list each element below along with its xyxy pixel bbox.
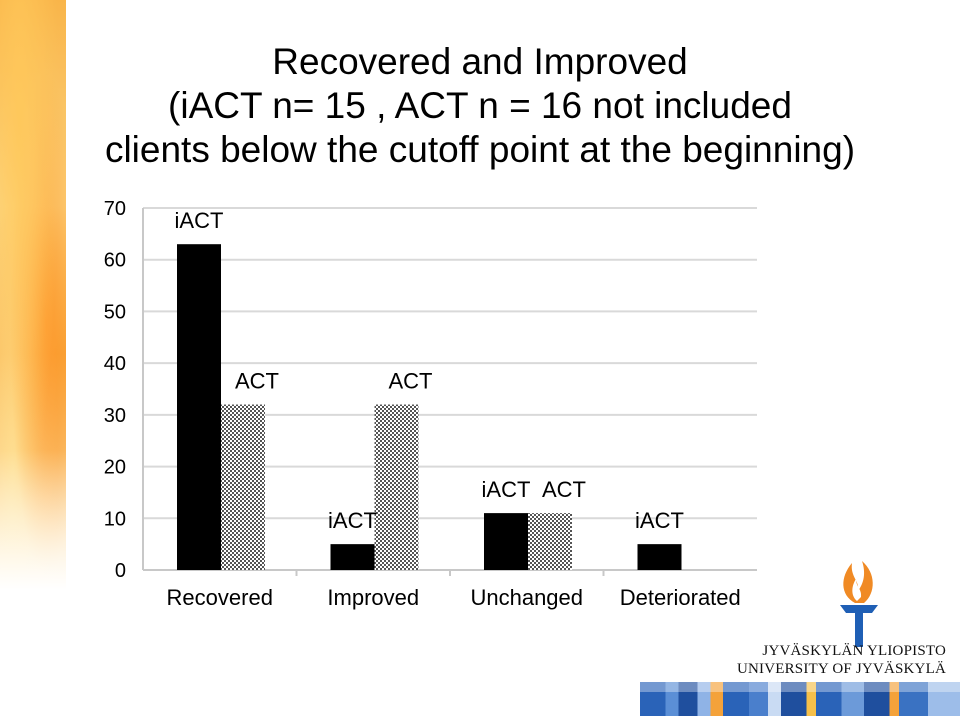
y-tick-label: 0: [115, 560, 126, 582]
y-tick-label: 70: [104, 198, 126, 220]
bar-act-improved: [374, 404, 419, 570]
y-tick-label: 50: [104, 301, 126, 323]
university-logo: JYVÄSKYLÄN YLIOPISTO UNIVERSITY OF JYVÄS…: [737, 555, 960, 716]
y-tick-label: 30: [104, 405, 126, 427]
bars: [177, 244, 682, 570]
bar-iact-deteriorated: [637, 544, 682, 570]
slide-title: Recovered and Improved (iACT n= 15 , ACT…: [80, 40, 880, 172]
logo-line-finnish: JYVÄSKYLÄN YLIOPISTO: [762, 643, 946, 659]
x-axis-ticks: Recovered Improved Unchanged Deteriorated: [167, 585, 741, 610]
bar-label: ACT: [235, 369, 279, 394]
bar-iact-unchanged: [484, 513, 528, 570]
decorative-bottom-bar: [640, 682, 960, 716]
x-tick-label: Deteriorated: [620, 585, 741, 610]
y-tick-label: 60: [104, 250, 126, 272]
y-tick-label: 10: [104, 508, 126, 530]
title-line-3: clients below the cutoff point at the be…: [104, 129, 856, 170]
bar-act-recovered: [221, 404, 265, 570]
torch-icon: [840, 561, 878, 647]
bar-label: iACT: [328, 508, 377, 533]
bar-label: ACT: [389, 369, 433, 394]
logo-line-english: UNIVERSITY OF JYVÄSKYLÄ: [736, 661, 946, 677]
bar-label: ACT: [542, 477, 586, 502]
bar-label: iACT: [482, 477, 531, 502]
bar-iact-improved: [330, 544, 375, 570]
title-line-2: (iACT n= 15 , ACT n = 16 not included: [168, 85, 792, 126]
y-tick-label: 20: [104, 457, 126, 479]
decorative-side-strip: [0, 0, 66, 590]
title-line-1: Recovered and Improved: [272, 41, 688, 82]
bar-label: iACT: [175, 208, 224, 233]
y-axis-ticks: 0 10 20 30 40 50 60 70: [104, 198, 126, 582]
bar-labels: iACT ACT iACT ACT iACT ACT iACT: [175, 208, 684, 533]
x-tick-label: Recovered: [167, 585, 273, 610]
x-tick-label: Unchanged: [470, 585, 583, 610]
x-tick-label: Improved: [327, 585, 419, 610]
bar-label: iACT: [635, 508, 684, 533]
bar-iact-recovered: [177, 244, 221, 570]
y-tick-label: 40: [104, 353, 126, 375]
bar-act-unchanged: [528, 513, 572, 570]
